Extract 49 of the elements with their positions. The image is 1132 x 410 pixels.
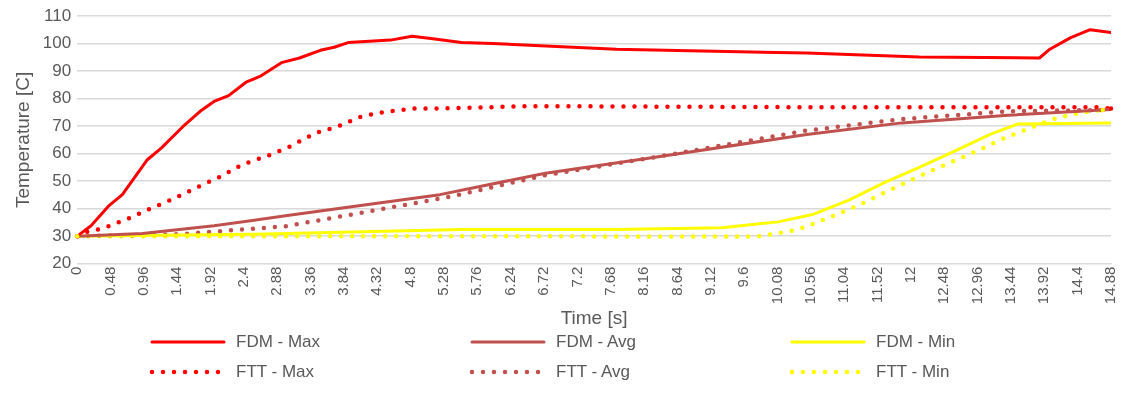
legend-label: FDM - Max xyxy=(236,332,321,352)
x-tick-label: 0.48 xyxy=(100,266,118,296)
legend-label: FDM - Avg xyxy=(556,332,636,352)
legend-label: FTT - Avg xyxy=(556,362,631,382)
x-tick-label: 7.68 xyxy=(600,266,618,296)
y-tick-label: 90 xyxy=(52,60,72,80)
x-tick-label: 13.92 xyxy=(1034,266,1052,305)
x-tick-label: 2.4 xyxy=(234,266,252,288)
y-tick-label: 110 xyxy=(44,5,72,25)
x-tick-label: 5.76 xyxy=(467,266,485,296)
x-tick-label: 11.04 xyxy=(834,266,852,304)
x-tick-label: 12.48 xyxy=(934,266,952,305)
legend-label: FTT - Max xyxy=(236,362,315,382)
y-tick-label: 60 xyxy=(52,143,72,163)
y-tick-label: 80 xyxy=(52,88,72,108)
x-tick-label: 3.84 xyxy=(334,266,352,296)
x-tick-label: 7.2 xyxy=(567,266,585,288)
x-tick-label: 0.96 xyxy=(134,266,151,296)
x-tick-label: 1.92 xyxy=(200,266,218,296)
y-tick-label: 20 xyxy=(52,253,72,273)
y-tick-label: 70 xyxy=(52,115,72,135)
legend-label: FDM - Min xyxy=(876,332,956,352)
x-tick-label: 8.16 xyxy=(634,266,652,296)
y-tick-label: 50 xyxy=(52,170,72,190)
x-tick-label: 8.64 xyxy=(667,266,685,296)
legend-label: FTT - Min xyxy=(876,362,950,382)
y-axis-title: Temperature [C] xyxy=(11,71,33,209)
x-tick-label: 12 xyxy=(901,266,919,284)
x-tick-label: 14.4 xyxy=(1067,266,1085,296)
x-tick-label: 9.6 xyxy=(734,266,752,288)
x-tick-label: 4.32 xyxy=(367,266,385,296)
x-tick-label: 10.08 xyxy=(767,266,785,305)
x-axis-title: Time [s] xyxy=(560,306,628,328)
x-tick-label: 10.56 xyxy=(800,266,818,305)
x-tick-label: 6.72 xyxy=(534,266,552,296)
x-tick-label: 14.88 xyxy=(1101,266,1119,305)
x-tick-label: 11.52 xyxy=(867,266,885,304)
y-tick-label: 40 xyxy=(52,198,72,218)
x-tick-label: 4.8 xyxy=(400,266,418,288)
x-tick-label: 2.88 xyxy=(267,266,285,296)
y-tick-label: 100 xyxy=(42,33,72,53)
y-tick-label: 30 xyxy=(52,225,72,245)
x-tick-label: 3.36 xyxy=(300,266,318,296)
x-tick-label: 13.44 xyxy=(1001,266,1019,305)
x-tick-label: 6.24 xyxy=(500,266,518,296)
x-tick-label: 9.12 xyxy=(700,266,718,296)
x-tick-label: 12.96 xyxy=(967,266,985,305)
x-tick-label: 5.28 xyxy=(434,266,452,296)
x-tick-label: 1.44 xyxy=(167,266,185,296)
